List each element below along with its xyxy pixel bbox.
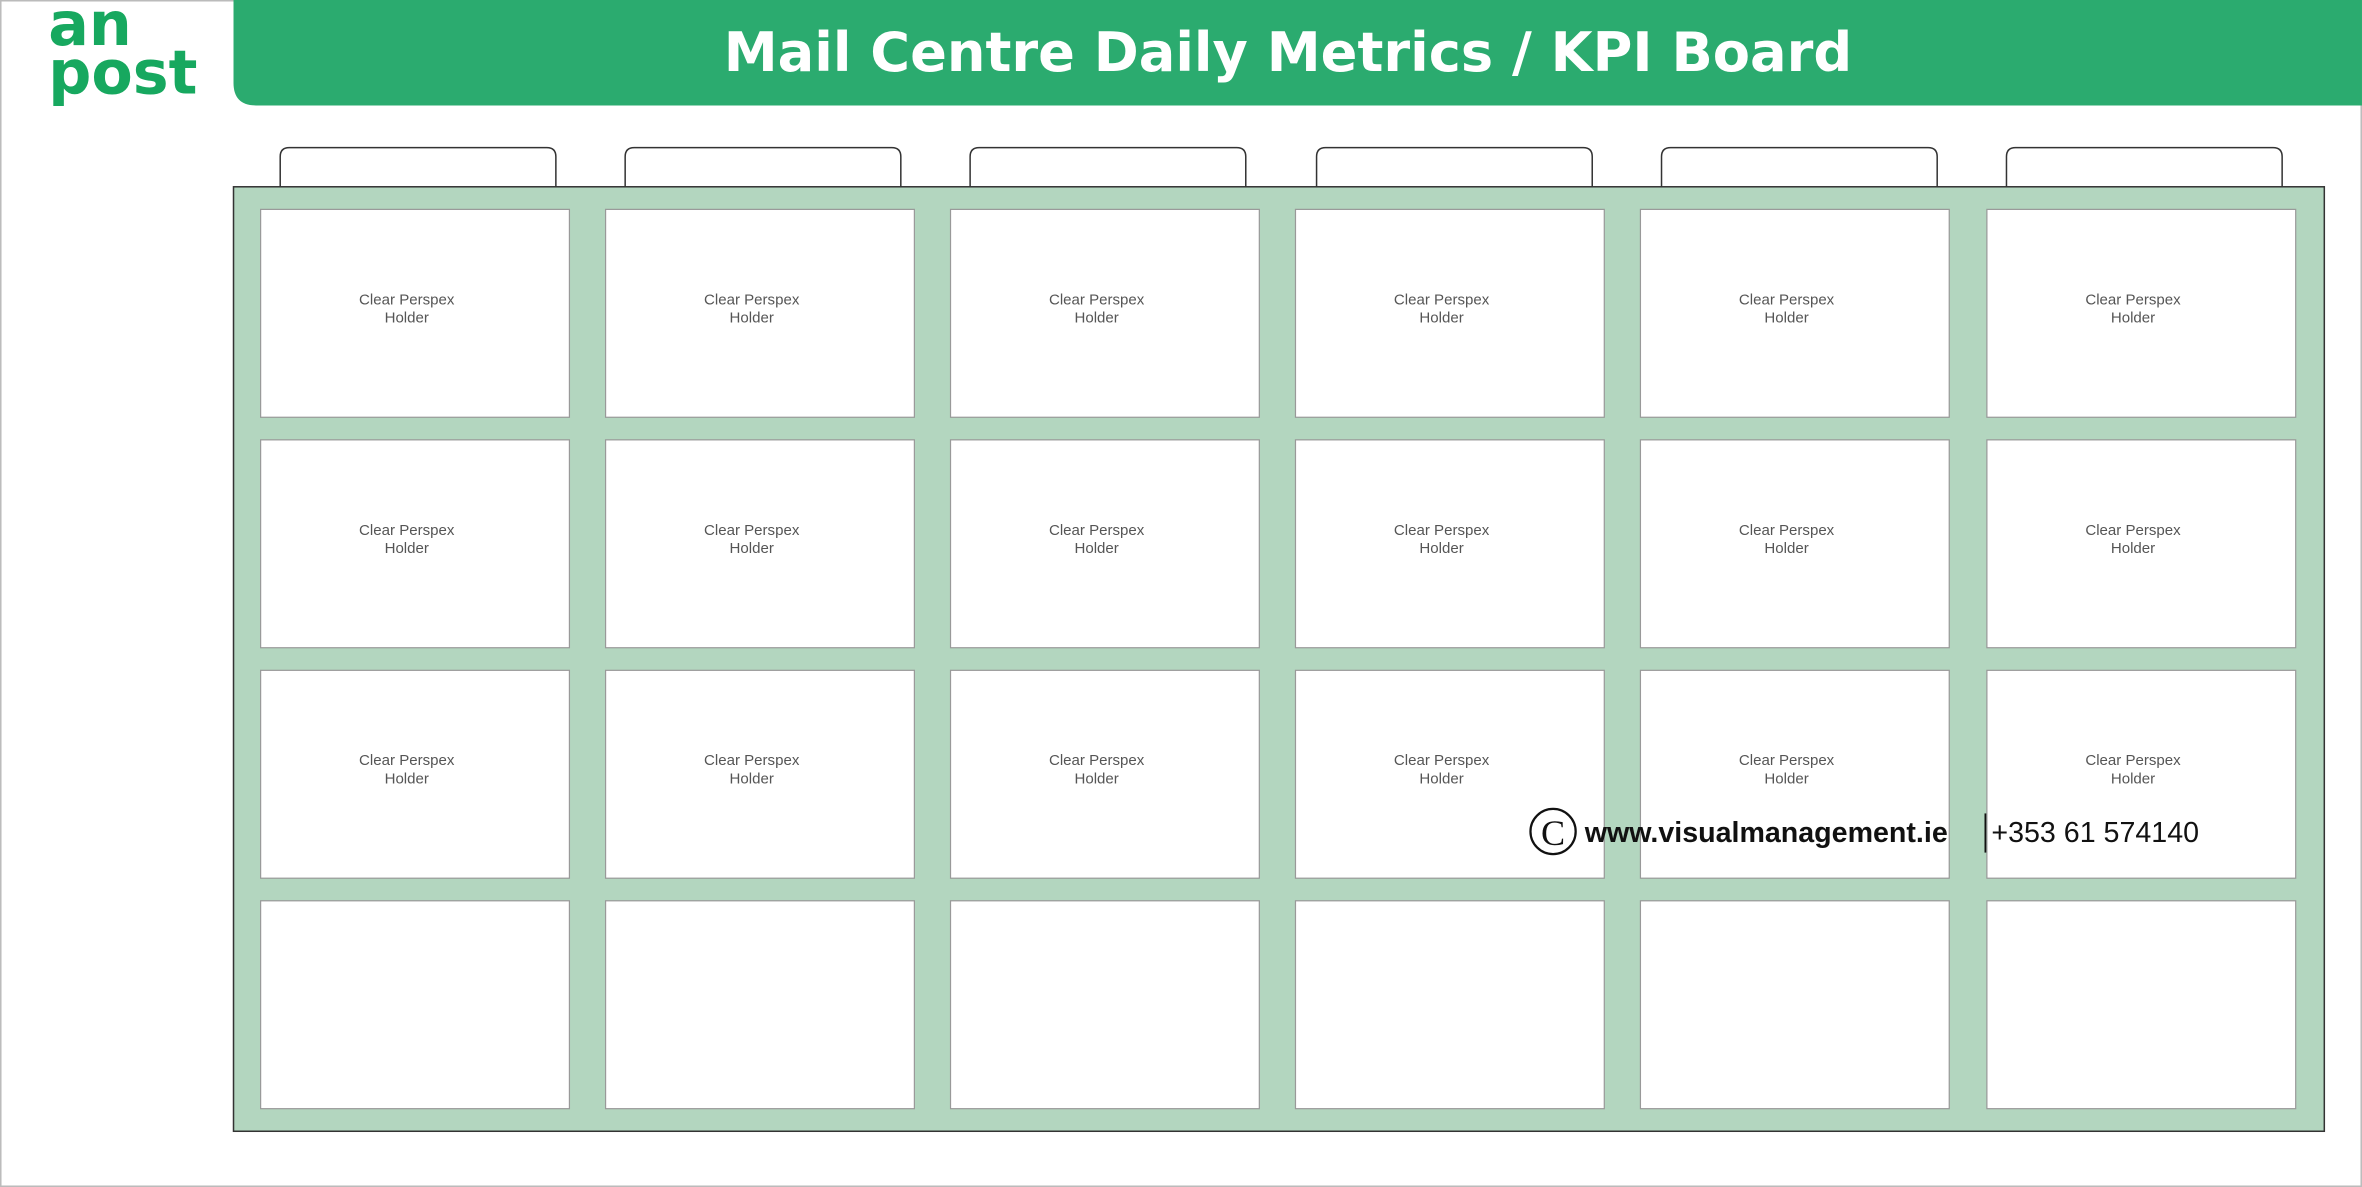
holder <box>1639 439 1950 649</box>
holder-label: Clear Perspex <box>1394 752 1490 769</box>
holder-label: Holder <box>385 309 429 326</box>
holder-label: Holder <box>1764 309 1808 326</box>
holder-label: Holder <box>1419 309 1463 326</box>
holder <box>1639 900 1950 1110</box>
holder-label: Holder <box>1074 770 1118 787</box>
holder <box>604 900 915 1110</box>
holder <box>1986 669 2297 879</box>
holder-label: Clear Perspex <box>1049 752 1145 769</box>
holder-label: Holder <box>730 770 774 787</box>
holder <box>260 208 571 418</box>
tab <box>279 146 557 187</box>
footer: C www.visualmanagement.ie +353 61 574140 <box>1529 807 2199 856</box>
holder-label: Clear Perspex <box>704 291 800 308</box>
holder <box>1294 439 1605 649</box>
copyright-circle <box>1529 807 1577 856</box>
holder-label: Holder <box>1419 540 1463 557</box>
holder <box>260 669 571 879</box>
holder-label: Clear Perspex <box>1394 291 1490 308</box>
holder <box>604 669 915 879</box>
holder <box>1639 669 1950 879</box>
copyright-symbol: C <box>1541 813 1565 853</box>
holder <box>949 208 1260 418</box>
holder-label: Holder <box>730 540 774 557</box>
holder-label: Holder <box>1764 540 1808 557</box>
holder <box>604 208 915 418</box>
holder-label: Holder <box>2111 309 2155 326</box>
holder-label: Clear Perspex <box>1049 522 1145 539</box>
holder-label: Holder <box>385 540 429 557</box>
holder-label: Clear Perspex <box>359 522 455 539</box>
holder-label: Holder <box>1074 540 1118 557</box>
holder-label: Clear Perspex <box>2085 522 2181 539</box>
holder-label: Clear Perspex <box>1394 522 1490 539</box>
holder <box>1294 208 1605 418</box>
holder <box>260 900 571 1110</box>
holder-label: Clear Perspex <box>1049 291 1145 308</box>
board-panel <box>232 186 2326 1133</box>
holder-label: Holder <box>1419 770 1463 787</box>
tab <box>2005 146 2283 187</box>
holder <box>1986 208 2297 418</box>
holder-label: Clear Perspex <box>704 522 800 539</box>
holder-label: Holder <box>2111 540 2155 557</box>
holder <box>949 900 1260 1110</box>
holder-label: Holder <box>2111 770 2155 787</box>
website: www.visualmanagement.ie <box>1584 817 1948 849</box>
tabs <box>279 146 2283 187</box>
holder-label: Clear Perspex <box>359 291 455 308</box>
phone: +353 61 574140 <box>1991 817 2199 849</box>
holder <box>949 669 1260 879</box>
holder-label: Holder <box>1074 309 1118 326</box>
holder <box>1986 900 2297 1110</box>
holder-label: Clear Perspex <box>2085 291 2181 308</box>
holder-label: Clear Perspex <box>1739 752 1835 769</box>
holder-label: Clear Perspex <box>704 752 800 769</box>
tab <box>1315 146 1593 187</box>
tab <box>1660 146 1938 187</box>
holder <box>949 439 1260 649</box>
holder <box>260 439 571 649</box>
holder-label: Holder <box>385 770 429 787</box>
holder-label: Clear Perspex <box>2085 752 2181 769</box>
header-bar <box>233 0 2362 106</box>
logo-post: post <box>48 38 197 108</box>
tab <box>969 146 1247 187</box>
holder-label: Clear Perspex <box>359 752 455 769</box>
holder-label: Holder <box>1764 770 1808 787</box>
holder <box>1294 900 1605 1110</box>
holder <box>604 439 915 649</box>
title: Mail Centre Daily Metrics / KPI Board <box>724 21 1852 84</box>
logo-an: an <box>48 0 132 60</box>
holder <box>1639 208 1950 418</box>
tab <box>624 146 902 187</box>
holder-label: Clear Perspex <box>1739 291 1835 308</box>
holder-label: Holder <box>730 309 774 326</box>
holder-label: Clear Perspex <box>1739 522 1835 539</box>
holder <box>1986 439 2297 649</box>
